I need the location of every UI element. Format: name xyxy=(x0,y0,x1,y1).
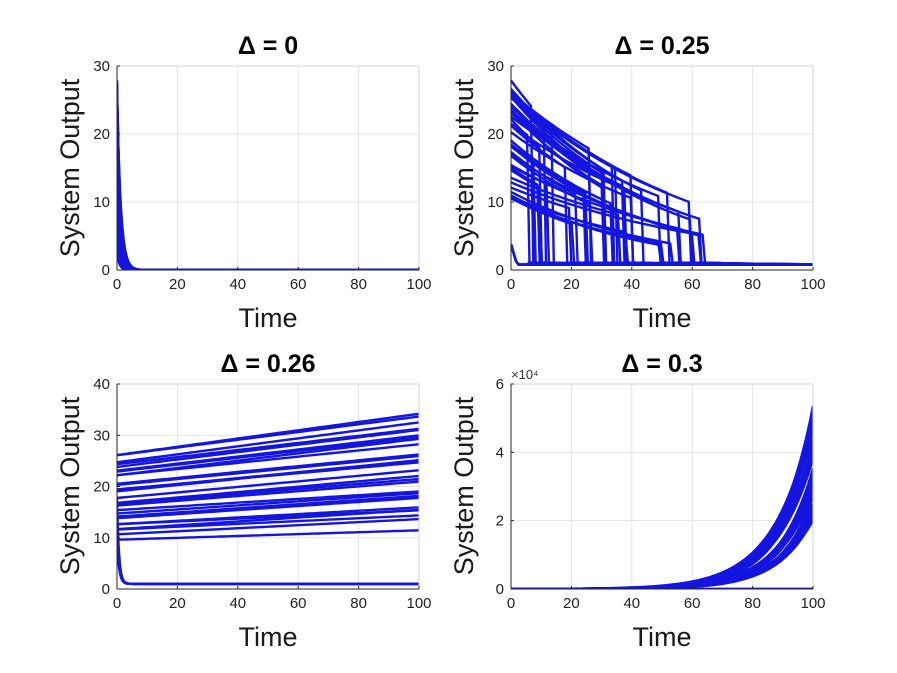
x-tick-label: 80 xyxy=(744,595,761,612)
series-line xyxy=(117,427,419,466)
series-line xyxy=(117,529,419,541)
subplot-title: Δ = 0.26 xyxy=(220,350,315,378)
subplot-delta-0-25: Δ = 0.25 0 20 40 60 80 100 0 10 20 30 Time Syste… xyxy=(449,32,826,333)
y-tick-label: 20 xyxy=(93,126,110,143)
x-tick-label: 0 xyxy=(113,276,121,293)
series-line xyxy=(117,474,419,505)
y-axis-label: System Output xyxy=(55,396,85,575)
x-tick-label: 0 xyxy=(507,595,515,612)
x-tick-label: 0 xyxy=(113,595,121,612)
y-tick-label: 10 xyxy=(93,530,110,547)
x-tick-label: 20 xyxy=(169,595,186,612)
series-line xyxy=(117,434,419,472)
x-tick-label: 20 xyxy=(563,276,580,293)
y-axis-label: System Output xyxy=(449,78,479,257)
series-line xyxy=(117,196,419,270)
series-line xyxy=(117,459,419,492)
subplot-title: Δ = 0.3 xyxy=(621,350,702,378)
series-line xyxy=(117,428,419,469)
series-line xyxy=(117,134,419,270)
subplot-title: Δ = 0.25 xyxy=(614,32,709,60)
x-axis-label: Time xyxy=(239,303,298,333)
series-line xyxy=(117,412,419,457)
y-tick-label: 30 xyxy=(93,427,110,444)
series-line xyxy=(117,492,419,515)
x-tick-label: 100 xyxy=(406,276,431,293)
x-tick-label: 40 xyxy=(623,595,640,612)
y-tick-label: 30 xyxy=(93,58,110,75)
y-tick-label: 0 xyxy=(496,581,504,598)
y-axis-label: System Output xyxy=(449,396,479,575)
x-tick-label: 60 xyxy=(684,276,701,293)
y-tick-label: 10 xyxy=(487,194,504,211)
series-line xyxy=(117,121,419,270)
x-tick-label: 40 xyxy=(623,276,640,293)
subplot-delta-0-3: Δ = 0.3 ×10⁴ 0 20 40 60 80 100 0 2 4 6 Time Syst… xyxy=(449,350,826,652)
y-tick-label: 20 xyxy=(487,126,504,143)
y-tick-label: 6 xyxy=(496,376,504,393)
y-axis-label: System Output xyxy=(55,78,85,257)
x-tick-label: 80 xyxy=(744,276,761,293)
x-tick-label: 100 xyxy=(800,595,825,612)
subplot-delta-0-26: Δ = 0.26 0 20 40 60 80 100 0 10 20 30 40 Time Sys… xyxy=(55,350,432,652)
y-tick-label: 30 xyxy=(487,58,504,75)
x-tick-label: 60 xyxy=(684,595,701,612)
y-tick-label: 4 xyxy=(496,444,504,461)
x-tick-label: 100 xyxy=(406,595,431,612)
series-line xyxy=(117,132,419,270)
series-line xyxy=(117,514,419,531)
series-line xyxy=(117,517,419,586)
series-line xyxy=(117,443,419,477)
subplot-delta-0: Δ = 0 0 20 40 60 80 100 0 10 20 30 Time System O… xyxy=(55,32,432,333)
y-tick-label: 10 xyxy=(93,194,110,211)
series-line xyxy=(117,480,419,507)
series-line xyxy=(117,421,419,464)
series-line xyxy=(117,517,419,536)
series-line xyxy=(117,490,419,512)
y-tick-label: 0 xyxy=(102,262,110,279)
series-line xyxy=(511,94,813,266)
x-tick-label: 80 xyxy=(350,276,367,293)
y-tick-label: 40 xyxy=(93,376,110,393)
series-line xyxy=(117,469,419,500)
exponent-label: ×10⁴ xyxy=(511,367,539,382)
series-line xyxy=(117,453,419,485)
y-tick-label: 0 xyxy=(102,581,110,598)
x-tick-label: 0 xyxy=(507,276,515,293)
y-tick-label: 0 xyxy=(496,262,504,279)
x-tick-label: 40 xyxy=(229,595,246,612)
series-line xyxy=(117,506,419,526)
x-tick-label: 60 xyxy=(290,276,307,293)
subplot-title: Δ = 0 xyxy=(238,32,298,60)
x-axis-label: Time xyxy=(633,622,692,652)
x-axis-label: Time xyxy=(239,622,298,652)
series-line xyxy=(117,239,419,270)
x-tick-label: 100 xyxy=(800,276,825,293)
x-axis-label: Time xyxy=(633,303,692,333)
x-tick-label: 80 xyxy=(350,595,367,612)
x-tick-label: 20 xyxy=(563,595,580,612)
series-line xyxy=(117,496,419,520)
x-tick-label: 20 xyxy=(169,276,186,293)
y-tick-label: 20 xyxy=(93,479,110,496)
series-line xyxy=(117,494,419,518)
x-tick-label: 40 xyxy=(229,276,246,293)
x-tick-label: 60 xyxy=(290,595,307,612)
y-tick-label: 2 xyxy=(496,513,504,530)
